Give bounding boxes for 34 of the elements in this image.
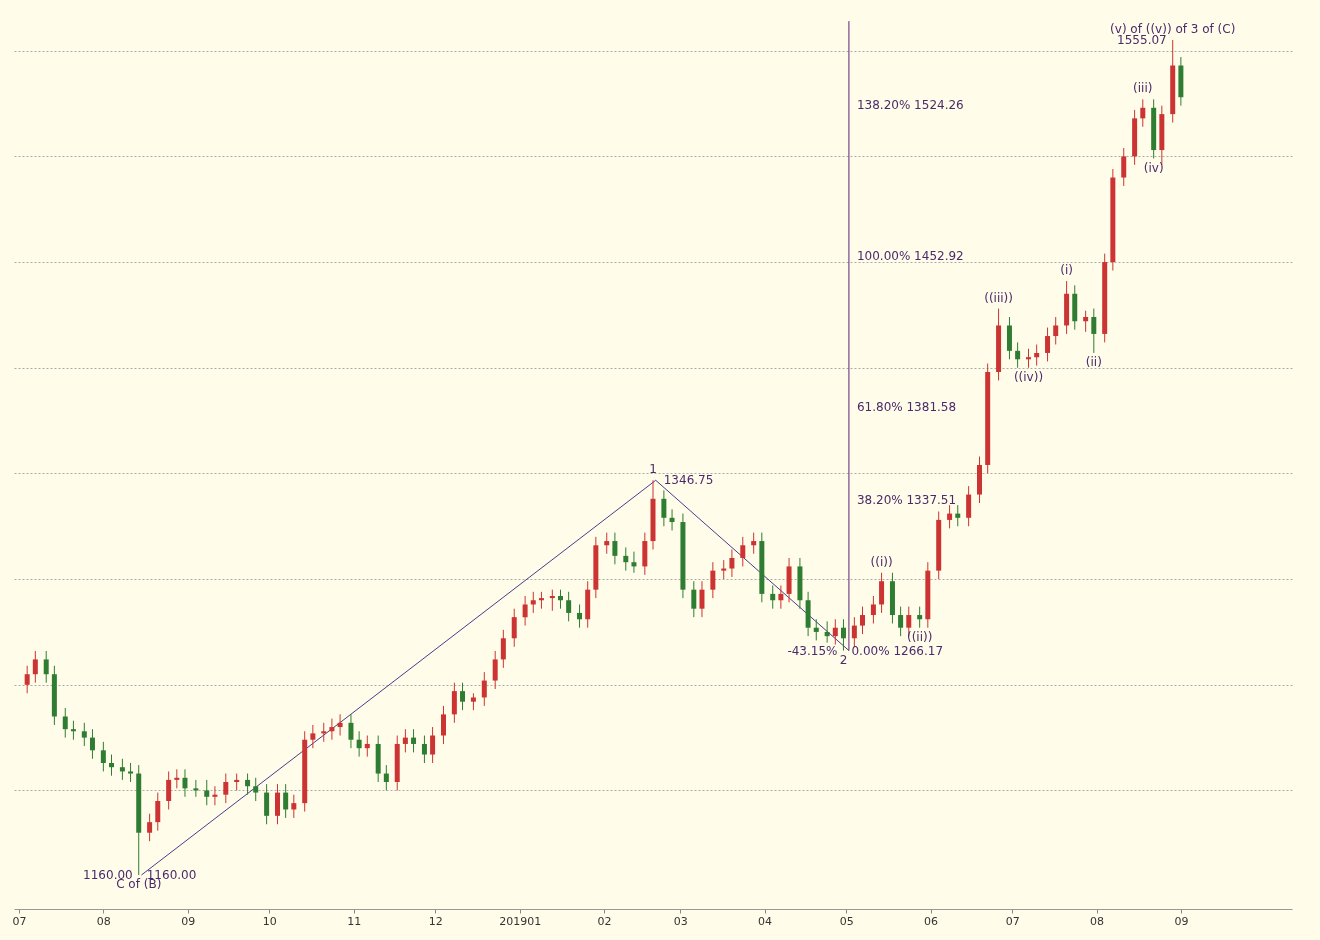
annotation: 38.20% 1337.51 — [856, 492, 957, 507]
x-tick-label: 02 — [597, 914, 612, 928]
x-tick-label: 03 — [673, 914, 688, 928]
x-tick-label: 05 — [839, 914, 854, 928]
x-tick-label: 09 — [181, 914, 196, 928]
x-tick-label: 04 — [758, 914, 773, 928]
annotation: 100.00% 1452.92 — [856, 248, 964, 263]
annotation: 1346.75 — [663, 473, 714, 488]
annotation: (iv) — [1143, 160, 1164, 175]
annotation: (iii) — [1133, 81, 1153, 96]
annotation: ((iii)) — [984, 290, 1013, 305]
annotation: ((i)) — [870, 554, 893, 569]
annotation: ((iv)) — [1013, 369, 1044, 384]
x-tick-label: 11 — [347, 914, 362, 928]
annotation: -43.15% — [787, 643, 838, 658]
annotation: 0.00% 1266.17 — [851, 643, 944, 658]
annotation: 2 — [839, 652, 848, 667]
annotation: 61.80% 1381.58 — [856, 399, 957, 414]
x-tick-label: 09 — [1174, 914, 1189, 928]
annotation: (v) of ((v)) of 3 of (C) — [1110, 22, 1236, 36]
annotation: (ii) — [1085, 354, 1102, 369]
annotation: 1555.07 — [1117, 33, 1167, 47]
annotation: (i) — [1060, 263, 1073, 278]
x-tick-label: 07 — [12, 914, 27, 928]
annotation: 1 — [649, 462, 657, 477]
x-tick-label: 07 — [1005, 914, 1020, 928]
x-tick-label: 06 — [924, 914, 939, 928]
x-tick-label: 201901 — [499, 914, 542, 928]
x-tick-label: 08 — [1090, 914, 1105, 928]
annotation: 138.20% 1524.26 — [856, 98, 964, 113]
annotation: ((ii)) — [906, 629, 933, 644]
x-tick-label: 10 — [262, 914, 277, 928]
x-tick-label: 08 — [96, 914, 111, 928]
x-tick-label: 12 — [428, 914, 443, 928]
